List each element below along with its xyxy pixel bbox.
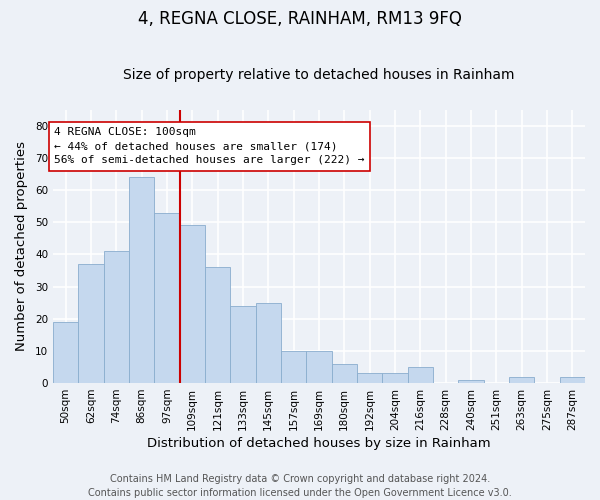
Bar bbox=[306, 351, 332, 383]
Bar bbox=[332, 364, 357, 383]
Bar bbox=[407, 367, 433, 383]
Bar bbox=[104, 251, 129, 383]
Bar bbox=[179, 226, 205, 383]
Bar bbox=[129, 177, 154, 383]
Bar bbox=[357, 374, 382, 383]
Bar bbox=[382, 374, 407, 383]
Title: Size of property relative to detached houses in Rainham: Size of property relative to detached ho… bbox=[123, 68, 515, 82]
Bar bbox=[560, 376, 585, 383]
Text: Contains HM Land Registry data © Crown copyright and database right 2024.
Contai: Contains HM Land Registry data © Crown c… bbox=[88, 474, 512, 498]
Bar bbox=[154, 212, 179, 383]
Y-axis label: Number of detached properties: Number of detached properties bbox=[15, 142, 28, 352]
Bar bbox=[509, 376, 535, 383]
Bar bbox=[78, 264, 104, 383]
Bar bbox=[205, 267, 230, 383]
X-axis label: Distribution of detached houses by size in Rainham: Distribution of detached houses by size … bbox=[147, 437, 491, 450]
Bar bbox=[230, 306, 256, 383]
Bar bbox=[256, 302, 281, 383]
Bar bbox=[53, 322, 78, 383]
Text: 4, REGNA CLOSE, RAINHAM, RM13 9FQ: 4, REGNA CLOSE, RAINHAM, RM13 9FQ bbox=[138, 10, 462, 28]
Text: 4 REGNA CLOSE: 100sqm
← 44% of detached houses are smaller (174)
56% of semi-det: 4 REGNA CLOSE: 100sqm ← 44% of detached … bbox=[54, 128, 365, 166]
Bar bbox=[458, 380, 484, 383]
Bar bbox=[281, 351, 306, 383]
